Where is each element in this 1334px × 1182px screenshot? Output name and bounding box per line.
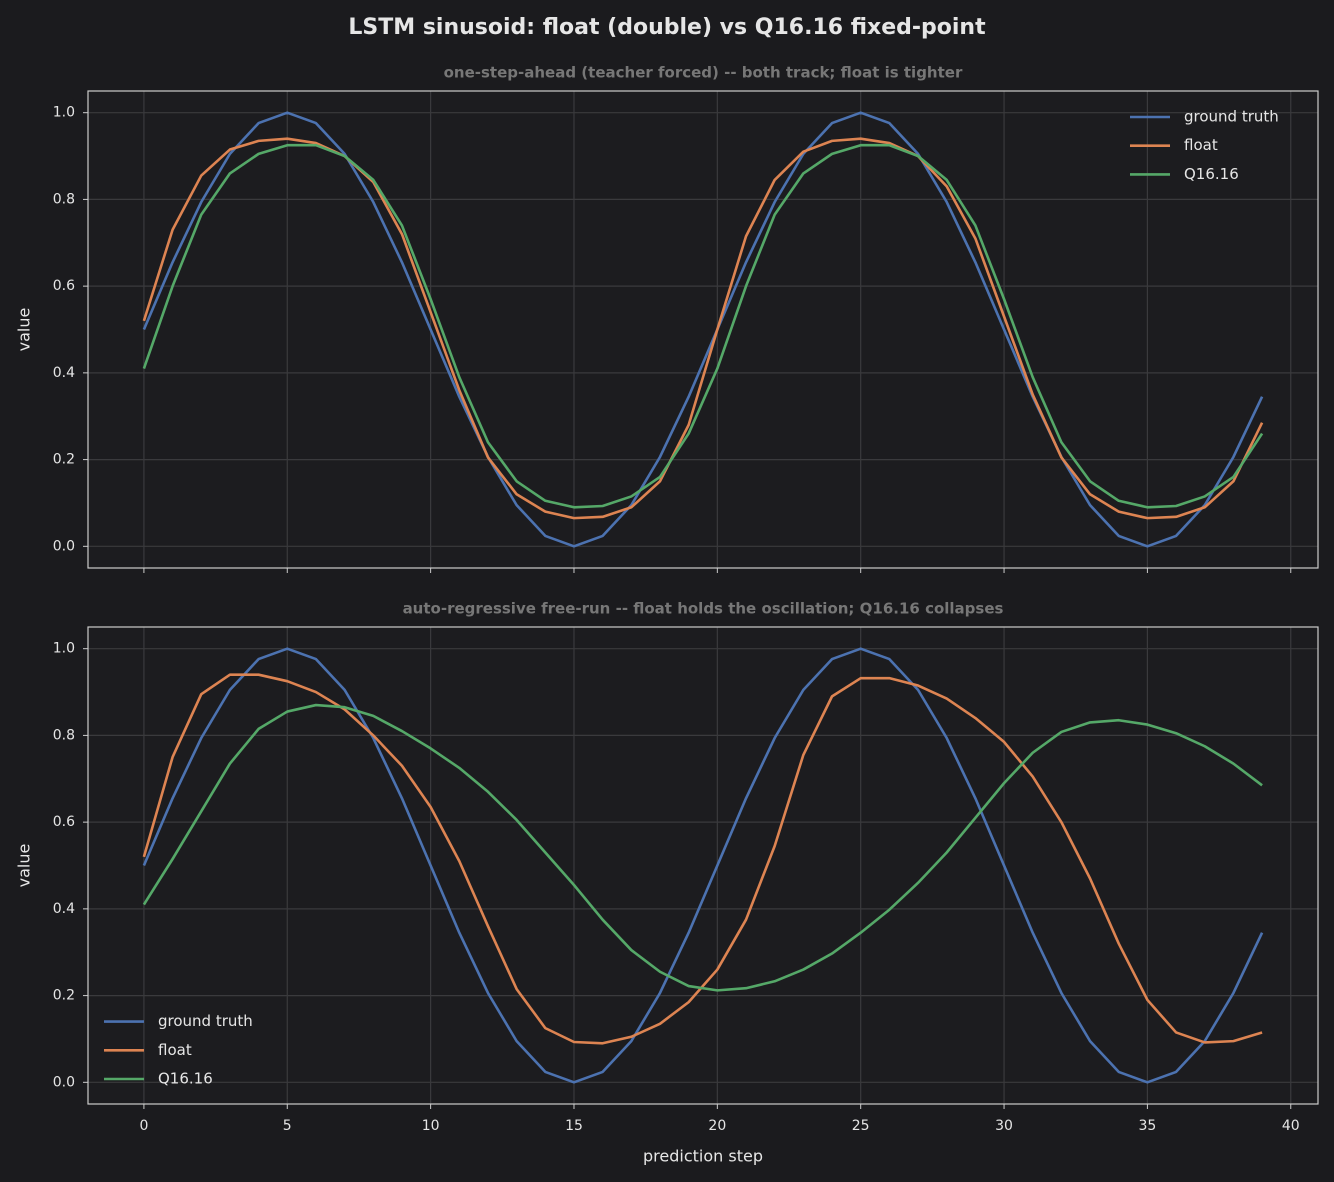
legend-label: float (1184, 136, 1218, 154)
plot-area (88, 91, 1318, 568)
y-tick-label: 0.6 (53, 278, 75, 294)
legend-label: ground truth (1184, 108, 1279, 126)
y-axis-label: value (15, 844, 34, 888)
figure-title: LSTM sinusoid: float (double) vs Q16.16 … (348, 15, 986, 40)
y-tick-label: 0.8 (53, 191, 75, 207)
axes-frame (87, 626, 1319, 1105)
y-tick-label: 0.4 (53, 365, 75, 381)
legend-label: ground truth (158, 1012, 253, 1030)
legend-label: Q16.16 (1184, 165, 1239, 183)
y-tick-label: 1.0 (53, 641, 75, 657)
subplot-title: one-step-ahead (teacher forced) -- both … (444, 64, 963, 82)
x-tick-label: 0 (139, 1118, 148, 1134)
y-tick-label: 0.6 (53, 814, 75, 830)
plot-area (88, 627, 1318, 1104)
series-line (142, 673, 1263, 1045)
series-line (142, 143, 1264, 509)
legend-label: Q16.16 (158, 1070, 213, 1088)
x-tick-label: 35 (1138, 1118, 1156, 1134)
y-axis-label: value (15, 308, 34, 352)
legend-label: float (158, 1041, 192, 1059)
x-axis-label: prediction step (643, 1147, 763, 1166)
y-tick-label: 1.0 (53, 105, 75, 121)
x-tick-label: 30 (995, 1118, 1013, 1134)
y-tick-label: 0.8 (53, 727, 75, 743)
series-line (142, 111, 1264, 548)
y-tick-label: 0.2 (53, 452, 75, 468)
axes-frame (87, 90, 1319, 569)
x-tick-label: 5 (283, 1118, 292, 1134)
y-tick-label: 0.4 (53, 901, 75, 917)
series-line (142, 647, 1264, 1084)
x-tick-label: 40 (1282, 1118, 1300, 1134)
series-line (142, 703, 1263, 992)
x-tick-label: 15 (565, 1118, 583, 1134)
y-tick-label: 0.2 (53, 988, 75, 1004)
y-tick-label: 0.0 (53, 538, 75, 554)
x-tick-label: 10 (422, 1118, 440, 1134)
subplot-title: auto-regressive free-run -- float holds … (403, 600, 1004, 618)
x-tick-label: 20 (708, 1118, 726, 1134)
y-tick-label: 0.0 (53, 1074, 75, 1090)
x-tick-label: 25 (852, 1118, 870, 1134)
